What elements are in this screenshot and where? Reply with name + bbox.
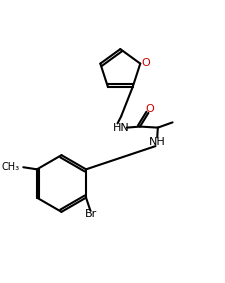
Text: Br: Br [85, 209, 97, 220]
Text: HN: HN [112, 123, 129, 133]
Text: CH₃: CH₃ [1, 162, 19, 171]
Text: O: O [144, 104, 153, 114]
Text: O: O [141, 57, 150, 68]
Text: NH: NH [148, 137, 164, 147]
